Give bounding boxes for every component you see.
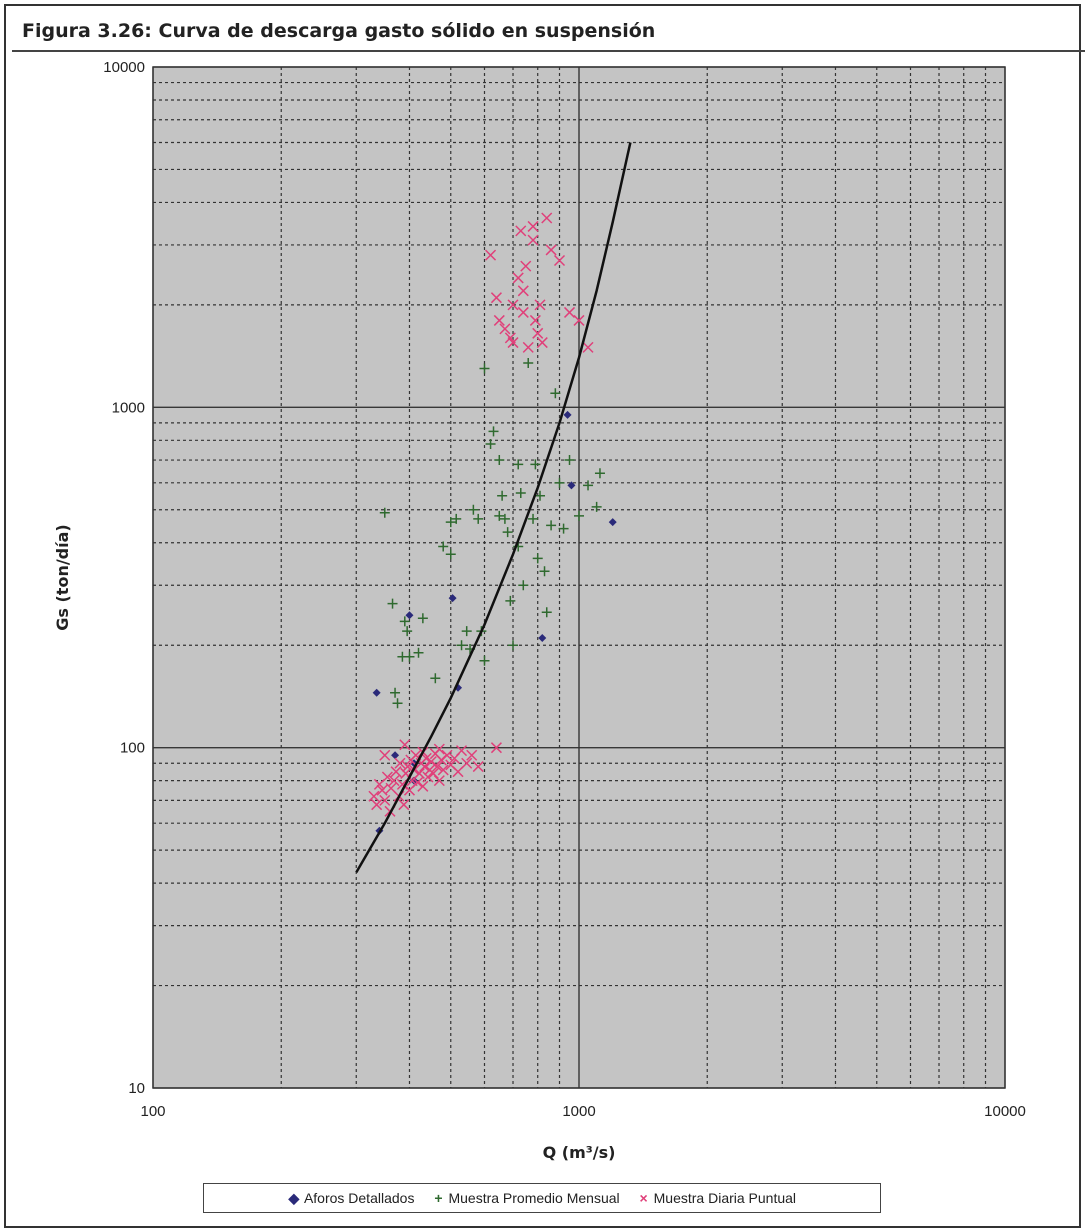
y-tick-label: 100 (120, 740, 145, 757)
x-tick-label: 100 (140, 1103, 165, 1120)
x-tick-label: 10000 (984, 1103, 1026, 1120)
cross-marker-icon: × (638, 1190, 650, 1206)
legend-item-mensual: + Muestra Promedio Mensual (432, 1190, 619, 1206)
legend-label-diaria: Muestra Diaria Puntual (654, 1190, 796, 1206)
x-tick-label: 1000 (562, 1103, 595, 1120)
legend: ◆ Aforos Detallados + Muestra Promedio M… (203, 1183, 881, 1213)
x-axis-label: Q (m³/s) (543, 1143, 616, 1162)
legend-label-mensual: Muestra Promedio Mensual (448, 1190, 619, 1206)
legend-item-aforos: ◆ Aforos Detallados (288, 1190, 415, 1207)
diamond-marker-icon: ◆ (288, 1190, 300, 1207)
legend-item-diaria: × Muestra Diaria Puntual (638, 1190, 796, 1206)
y-axis-label: Gs (ton/día) (53, 524, 72, 630)
plus-marker-icon: + (432, 1190, 444, 1206)
y-tick-label: 10000 (103, 59, 145, 76)
y-tick-label: 1000 (112, 399, 145, 416)
legend-label-aforos: Aforos Detallados (304, 1190, 415, 1206)
y-tick-label: 10 (128, 1080, 145, 1097)
